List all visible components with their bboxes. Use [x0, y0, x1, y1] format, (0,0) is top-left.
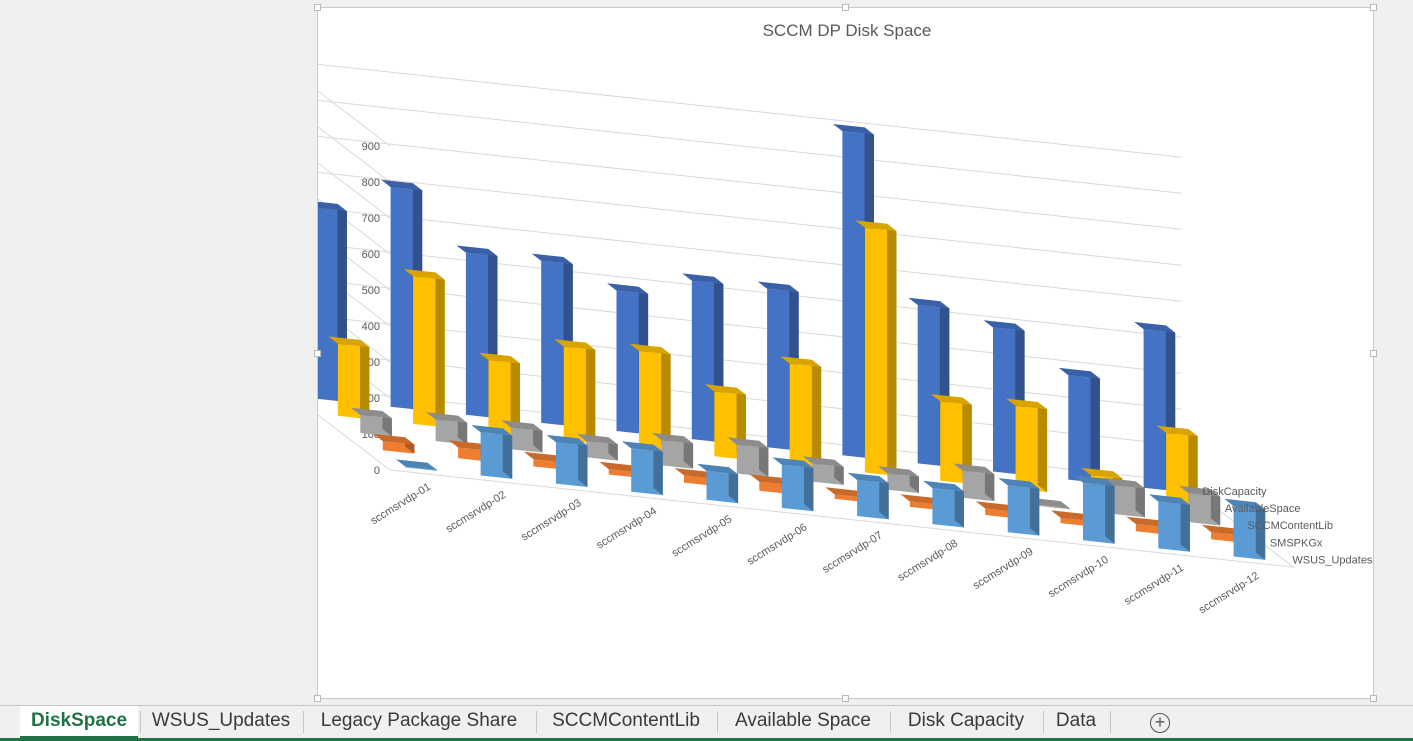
bar-AvailableSpace-sccmsrvdp-10: [1006, 398, 1048, 493]
resize-handle-bottom-right[interactable]: [1370, 695, 1377, 702]
bar-WSUS_Updates-sccmsrvdp-04: [621, 441, 663, 496]
tab-available-space[interactable]: Available Space: [735, 710, 871, 731]
bar-WSUS_Updates-sccmsrvdp-11: [1148, 494, 1190, 552]
y-tick-label: 600: [362, 249, 380, 261]
bar-DiskCapacity-sccmsrvdp-11: [1058, 367, 1100, 483]
bar-AvailableSpace-sccmsrvdp-08: [855, 220, 897, 476]
series-label: WSUS_Updates: [1292, 555, 1373, 567]
bar-AvailableSpace-sccmsrvdp-01: [328, 336, 370, 420]
bar-AvailableSpace-sccmsrvdp-04: [554, 339, 596, 444]
x-category-label: sccmsrvdp-07: [820, 529, 884, 575]
bars: [318, 124, 1266, 560]
tab-data[interactable]: Data: [1055, 710, 1097, 731]
y-tick-label: 400: [362, 321, 380, 333]
x-category-label: sccmsrvdp-10: [1046, 554, 1110, 600]
bar-WSUS_Updates-sccmsrvdp-08: [923, 480, 964, 528]
chart-plot: SCCM DP Disk Space 010020030040050060070…: [318, 21, 1373, 616]
resize-handle-top-left[interactable]: [314, 4, 321, 11]
series-label: SMSPKGx: [1270, 537, 1323, 549]
y-tick-label: 900: [362, 141, 380, 153]
series-label: SCCMContentLib: [1247, 520, 1333, 532]
bar-AvailableSpace-sccmsrvdp-07: [780, 356, 822, 468]
tab-separator: [890, 711, 891, 733]
chart-title: SCCM DP Disk Space: [763, 21, 932, 40]
x-category-label: sccmsrvdp-11: [1122, 562, 1186, 608]
x-category-label: sccmsrvdp-03: [519, 497, 583, 543]
bar-AvailableSpace-sccmsrvdp-05: [629, 343, 671, 452]
x-category-label: sccmsrvdp-05: [670, 513, 734, 559]
bar-WSUS_Updates-sccmsrvdp-09: [998, 478, 1040, 536]
tab-wsus-updates[interactable]: WSUS_Updates: [151, 710, 291, 731]
x-category-label: sccmsrvdp-12: [1197, 570, 1261, 616]
bar-WSUS_Updates-sccmsrvdp-01: [395, 459, 437, 471]
y-tick-label: 0: [374, 465, 380, 477]
y-tick-label: 700: [362, 213, 380, 225]
resize-handle-bottom-left[interactable]: [314, 695, 321, 702]
bar-SCCMContentLib-sccmsrvdp-06: [727, 437, 769, 477]
bar-WSUS_Updates-sccmsrvdp-06: [772, 457, 814, 512]
bar-SCCMContentLib-sccmsrvdp-04: [576, 433, 618, 461]
bar-SMSPKGx-sccmsrvdp-01: [373, 433, 415, 454]
tab-separator: [717, 711, 718, 733]
bar-SCCMContentLib-sccmsrvdp-01: [350, 407, 392, 437]
tab-diskspace[interactable]: DiskSpace: [20, 706, 138, 739]
resize-handle-left[interactable]: [314, 350, 321, 357]
series-axis-labels: WSUS_Updates SMSPKGx SCCMContentLib Availab…: [1202, 486, 1373, 567]
tab-separator: [1043, 711, 1044, 733]
series-label: AvailableSpace: [1225, 503, 1301, 515]
y-tick-label: 500: [362, 285, 380, 297]
bar-AvailableSpace-sccmsrvdp-03: [479, 352, 520, 436]
bar-AvailableSpace-sccmsrvdp-09: [930, 394, 972, 484]
chart-area[interactable]: SCCM DP Disk Space 0 100 200 300 400 500 600 70…: [314, 4, 1377, 702]
x-category-label: sccmsrvdp-06: [745, 521, 809, 567]
bar-WSUS_Updates-sccmsrvdp-10: [1073, 475, 1115, 544]
tab-separator: [536, 711, 537, 733]
tab-separator: [1110, 711, 1111, 733]
bar-SCCMContentLib-sccmsrvdp-03: [501, 420, 543, 453]
tab-separator: [140, 711, 141, 733]
add-sheet-icon[interactable]: +: [1150, 713, 1170, 733]
gridline: [318, 63, 1182, 158]
x-category-label: sccmsrvdp-04: [594, 505, 658, 551]
gridline: [318, 99, 1182, 194]
resize-handle-right[interactable]: [1370, 350, 1377, 357]
bar-SCCMContentLib-sccmsrvdp-05: [652, 432, 694, 469]
bar-WSUS_Updates-sccmsrvdp-05: [697, 463, 739, 504]
bar-WSUS_Updates-sccmsrvdp-02: [471, 425, 513, 479]
bar-SCCMContentLib-sccmsrvdp-12: [1179, 486, 1221, 526]
tab-legacy-package-share[interactable]: Legacy Package Share: [320, 710, 518, 731]
resize-handle-bottom[interactable]: [842, 695, 849, 702]
y-tick-label: 800: [362, 177, 380, 189]
x-category-label: sccmsrvdp-01: [369, 481, 433, 527]
tab-sccmcontentlib[interactable]: SCCMContentLib: [552, 710, 700, 731]
tab-separator: [303, 711, 304, 733]
bar-SCCMContentLib-sccmsrvdp-11: [1103, 477, 1145, 518]
tab-disk-capacity[interactable]: Disk Capacity: [907, 710, 1025, 731]
x-category-label: sccmsrvdp-08: [896, 538, 960, 584]
bar-WSUS_Updates-sccmsrvdp-12: [1224, 498, 1266, 560]
bar-WSUS_Updates-sccmsrvdp-07: [847, 472, 889, 520]
x-category-label: sccmsrvdp-09: [971, 546, 1035, 592]
resize-handle-top[interactable]: [842, 4, 849, 11]
gridline: [318, 135, 1182, 230]
bar-SCCMContentLib-sccmsrvdp-02: [426, 412, 468, 445]
bar-WSUS_Updates-sccmsrvdp-03: [546, 434, 588, 487]
bar-SCCMContentLib-sccmsrvdp-07: [802, 456, 844, 485]
bar-SCCMContentLib-sccmsrvdp-08: [878, 466, 919, 494]
series-label: DiskCapacity: [1202, 486, 1267, 498]
x-category-label: sccmsrvdp-02: [444, 489, 508, 535]
bar-AvailableSpace-sccmsrvdp-02: [403, 269, 445, 428]
sheet-tab-bar: DiskSpace WSUS_Updates Legacy Package Sh…: [0, 705, 1413, 741]
resize-handle-top-right[interactable]: [1370, 4, 1377, 11]
tab-bar-accent-line: [0, 738, 1413, 741]
bar-SCCMContentLib-sccmsrvdp-09: [953, 463, 995, 502]
